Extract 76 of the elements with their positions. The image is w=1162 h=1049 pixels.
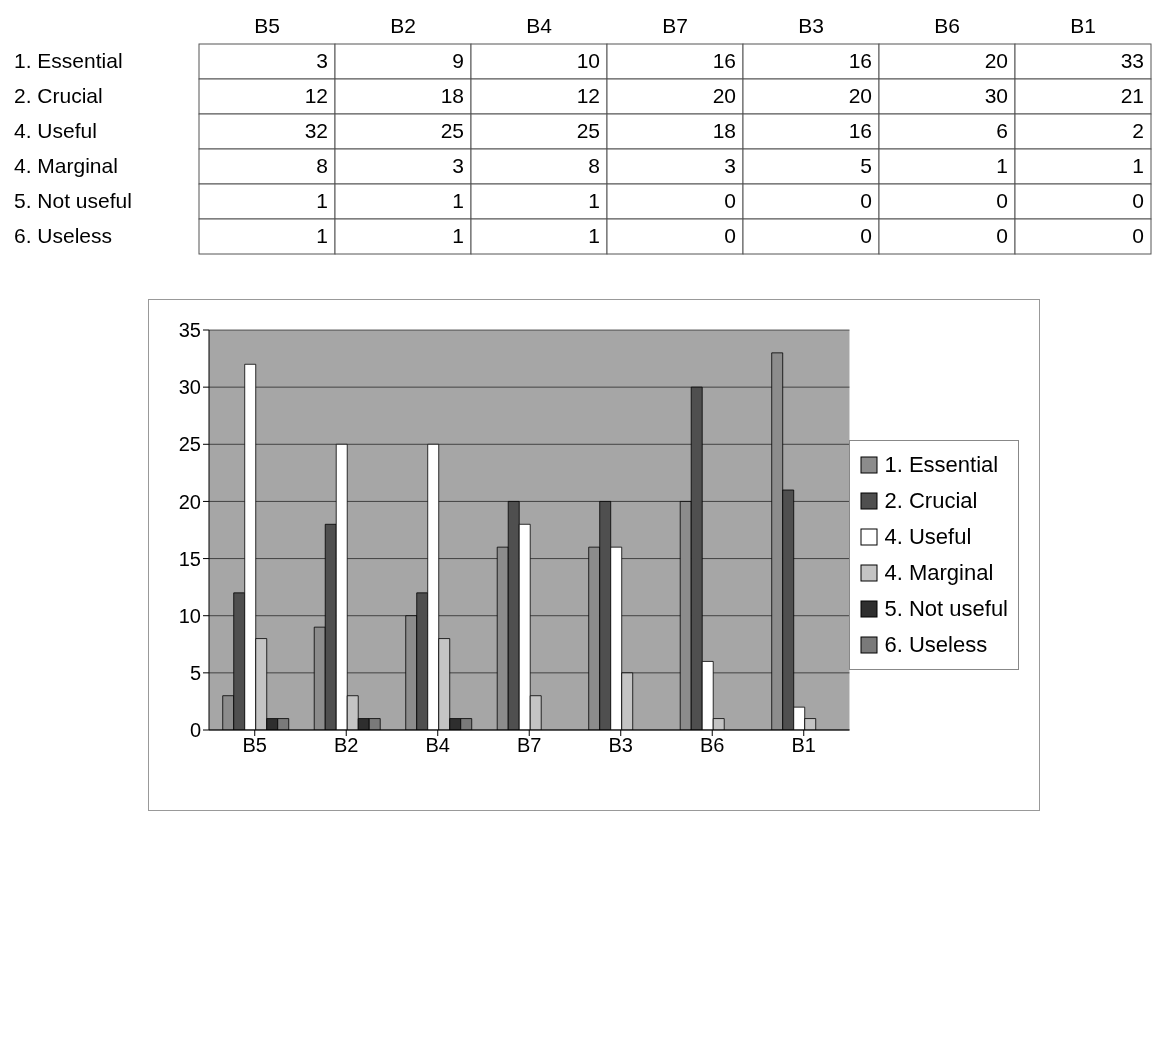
y-tick-label: 0 <box>189 719 201 742</box>
legend-label: 1. Essential <box>884 451 999 479</box>
data-label: 0 <box>860 224 872 247</box>
data-label: 2 <box>1132 119 1144 142</box>
x-tick-label: B6 <box>700 734 725 757</box>
data-label: 0 <box>724 189 736 212</box>
data-label: 12 <box>576 84 600 107</box>
data-label: 21 <box>1120 84 1144 107</box>
data-label: 18 <box>712 119 736 142</box>
x-tick-label: B2 <box>390 14 416 37</box>
legend-label: 4. Useful <box>884 523 972 551</box>
x-tick-label: B2 <box>334 734 359 757</box>
x-tick-label: B3 <box>608 734 633 757</box>
y-tick-label: 4. Marginal <box>14 154 118 177</box>
data-label: 3 <box>452 154 464 177</box>
x-tick-label: B1 <box>791 734 816 757</box>
y-tick-label: 20 <box>178 490 201 513</box>
x-tick-label: B7 <box>662 14 688 37</box>
data-label: 1 <box>316 189 328 212</box>
data-label: 16 <box>848 49 872 72</box>
y-tick-label: 10 <box>178 604 201 627</box>
data-label: 30 <box>984 84 1008 107</box>
y-tick-label: 1. Essential <box>14 49 123 72</box>
data-label: 1 <box>588 224 600 247</box>
y-tick-label: 4. Useful <box>14 119 97 142</box>
y-tick-label: 15 <box>178 547 201 570</box>
legend-label: 2. Crucial <box>884 487 978 515</box>
x-tick-label: B3 <box>798 14 824 37</box>
data-label: 16 <box>848 119 872 142</box>
data-label: 0 <box>996 224 1008 247</box>
x-tick-label: B5 <box>242 734 267 757</box>
data-label: 1 <box>996 154 1008 177</box>
data-label: 0 <box>996 189 1008 212</box>
data-label: 8 <box>588 154 600 177</box>
legend-label: 4. Marginal <box>884 559 994 587</box>
data-label: 0 <box>860 189 872 212</box>
y-tick-label: 2. Crucial <box>14 84 103 107</box>
data-label: 20 <box>712 84 736 107</box>
data-label: 25 <box>440 119 464 142</box>
y-tick-label: 35 <box>178 319 201 342</box>
data-label: 20 <box>984 49 1008 72</box>
y-tick-label: 5. Not useful <box>14 189 132 212</box>
x-tick-label: B6 <box>934 14 960 37</box>
data-label: 18 <box>440 84 464 107</box>
data-label: 25 <box>576 119 600 142</box>
data-label: 0 <box>1132 224 1144 247</box>
x-tick-label: B7 <box>517 734 542 757</box>
data-label: 0 <box>724 224 736 247</box>
data-label: 32 <box>304 119 328 142</box>
data-label: 6 <box>996 119 1008 142</box>
y-tick-label: 5 <box>189 661 201 684</box>
legend-label: 6. Useless <box>884 631 988 659</box>
x-tick-label: B4 <box>425 734 450 757</box>
data-label: 1 <box>1132 154 1144 177</box>
data-label: 33 <box>1120 49 1144 72</box>
data-label: 1 <box>452 224 464 247</box>
data-label: 1 <box>316 224 328 247</box>
data-label: 3 <box>316 49 328 72</box>
data-label: 0 <box>1132 189 1144 212</box>
x-tick-label: B5 <box>254 14 280 37</box>
data-label: 20 <box>848 84 872 107</box>
y-tick-label: 30 <box>178 376 201 399</box>
x-tick-label: B4 <box>526 14 553 37</box>
data-label: 3 <box>724 154 736 177</box>
y-tick-label: 25 <box>178 433 201 456</box>
data-label: 8 <box>316 154 328 177</box>
data-label: 5 <box>860 154 872 177</box>
data-label: 1 <box>452 189 464 212</box>
legend-label: 5. Not useful <box>884 595 1008 623</box>
data-label: 12 <box>304 84 328 107</box>
data-label: 10 <box>576 49 600 72</box>
data-label: 9 <box>452 49 464 72</box>
x-tick-label: B1 <box>1070 14 1096 37</box>
y-tick-label: 6. Useless <box>14 224 113 247</box>
data-label: 1 <box>588 189 600 212</box>
data-label: 16 <box>712 49 736 72</box>
